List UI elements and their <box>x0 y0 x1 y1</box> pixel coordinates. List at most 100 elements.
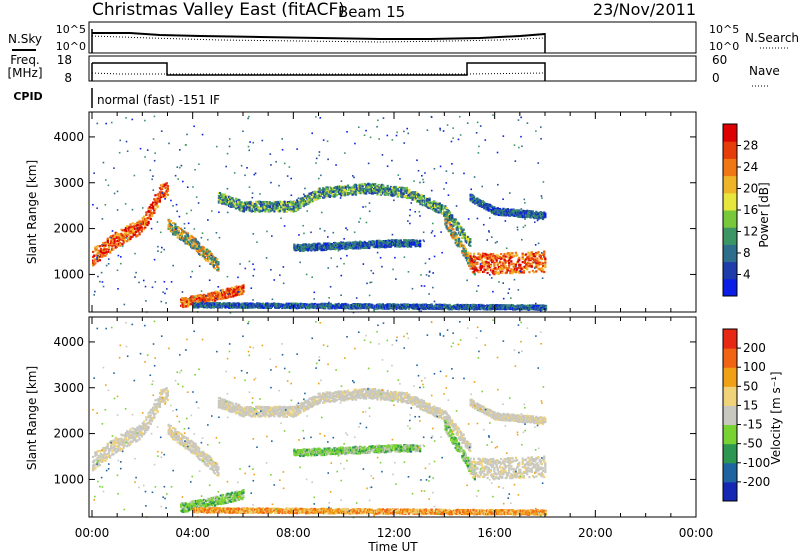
power-cell <box>523 270 525 272</box>
power-cell <box>115 243 117 245</box>
power-cell <box>287 204 289 206</box>
power-cell <box>525 253 527 255</box>
power-cell <box>467 262 469 264</box>
power-cell <box>150 218 152 220</box>
power-cell <box>490 253 492 255</box>
power-cell <box>535 270 537 272</box>
power-cell <box>336 194 338 196</box>
power-cell <box>445 207 447 209</box>
power-cell <box>195 238 197 240</box>
cpid-label: CPID <box>13 90 42 103</box>
power-cell <box>419 243 421 245</box>
power-cell <box>532 210 534 212</box>
power-cell <box>313 199 315 201</box>
power-cell <box>279 201 281 203</box>
power-cell <box>170 220 172 222</box>
power-cell <box>124 239 126 241</box>
power-cell <box>520 268 522 270</box>
power-cell <box>508 267 510 269</box>
power-cell <box>537 251 539 253</box>
power-cell <box>515 252 517 254</box>
power-cell <box>239 205 241 207</box>
power-cell <box>499 261 501 263</box>
power-cell <box>436 203 438 205</box>
power-cell <box>508 262 510 264</box>
power-cell <box>505 265 507 267</box>
power-cell <box>451 214 453 216</box>
power-cell <box>213 265 215 267</box>
power-cell <box>286 211 288 213</box>
power-cell <box>314 191 316 193</box>
power-cell <box>230 296 232 298</box>
power-cell <box>461 231 463 233</box>
power-cell <box>238 294 240 296</box>
power-cell <box>541 258 543 260</box>
power-cell <box>462 229 464 231</box>
power-cell <box>516 254 518 256</box>
freq-label-line1: Freq. <box>10 53 40 67</box>
nave-tick-bottom: 0 <box>712 71 720 85</box>
power-cell <box>159 200 161 202</box>
power-cell <box>251 206 253 208</box>
power-cell <box>406 187 408 189</box>
power-cell <box>217 261 219 263</box>
power-cell <box>119 244 121 246</box>
power-cell <box>534 258 536 260</box>
power-cell <box>144 225 146 227</box>
power-cell <box>269 303 271 305</box>
power-cell <box>197 294 199 296</box>
nsky-series <box>92 33 545 39</box>
power-cell <box>515 264 517 266</box>
power-cell <box>253 206 255 208</box>
power-cell <box>489 256 491 258</box>
power-cell <box>151 215 153 217</box>
power-cell <box>322 191 324 193</box>
power-cell <box>407 197 409 199</box>
nave-label: Nave <box>749 64 780 78</box>
power-cell <box>472 267 474 269</box>
power-cell <box>111 245 113 247</box>
power-cell <box>542 262 544 264</box>
power-cell <box>433 201 435 203</box>
power-cell <box>166 182 168 184</box>
power-cell <box>483 271 485 273</box>
power-cell <box>493 265 495 267</box>
power-cell <box>284 210 286 212</box>
power-cell <box>384 187 386 189</box>
power-cell <box>299 205 301 207</box>
power-cell <box>522 258 524 260</box>
power-cell <box>127 237 129 239</box>
power-cell <box>401 196 403 198</box>
power-cell <box>543 252 545 254</box>
power-cell <box>411 191 413 193</box>
power-cell <box>138 233 140 235</box>
power-cell <box>126 225 128 227</box>
power-cell <box>502 255 504 257</box>
power-cell <box>492 253 494 255</box>
power-cell <box>515 271 517 273</box>
power-cell <box>544 214 546 216</box>
power-cell <box>235 198 237 200</box>
power-cell <box>373 189 375 191</box>
power-cell <box>145 214 147 216</box>
power-cell <box>407 246 409 248</box>
nsky-tick-bottom: 10^0 <box>56 40 86 53</box>
power-cell <box>339 192 341 194</box>
freq-tick-top: 18 <box>57 53 72 67</box>
cpid-panel: CPID normal (fast) -151 IF <box>13 88 220 108</box>
power-cell <box>522 253 524 255</box>
power-cell <box>524 262 526 264</box>
power-cell <box>103 252 105 254</box>
power-cell <box>534 255 536 257</box>
power-cell <box>354 186 356 188</box>
power-cell <box>178 227 180 229</box>
power-cell <box>522 261 524 263</box>
power-cell <box>319 197 321 199</box>
power-cell <box>430 202 432 204</box>
power-cell <box>304 195 306 197</box>
power-cell <box>419 245 421 247</box>
power-cell <box>143 216 145 218</box>
power-cell <box>293 206 295 208</box>
power-cell <box>99 245 101 247</box>
